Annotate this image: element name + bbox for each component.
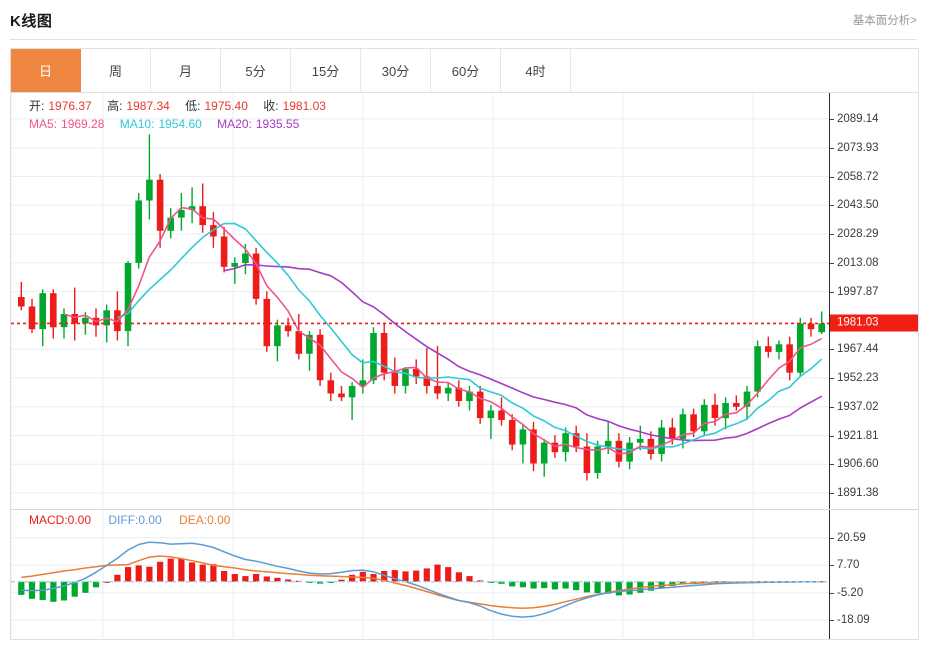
current-price-badge: 1981.03	[830, 314, 918, 332]
price-axis-tickmark	[830, 464, 834, 466]
tab-label: 月	[178, 64, 192, 79]
price-axis-tick: 2073.93	[837, 141, 879, 154]
page-title: K线图	[10, 12, 53, 30]
price-axis-tick: 2013.08	[837, 256, 879, 269]
diff-value: 0.00	[138, 513, 162, 527]
macd-value: 0.00	[67, 513, 92, 527]
price-axis-tick: 2058.72	[837, 170, 879, 183]
chart-panel: 日 周 月 5分 15分 30分 60分 4时 开: 1976.37 高: 1987.34 低: 1…	[10, 48, 919, 640]
tab-label: 5分	[245, 64, 266, 79]
tab-2[interactable]: 月	[151, 49, 221, 92]
macd-legend: MACD:0.00 DIFF:0.00 DEA:0.00	[29, 513, 230, 527]
price-axis-tickmark	[830, 118, 834, 120]
tab-label: 日	[38, 64, 52, 79]
macd-axis-tick: 7.70	[837, 559, 860, 572]
period-tabbar: 日 周 月 5分 15分 30分 60分 4时	[11, 49, 918, 93]
macd-axis-separator	[829, 510, 830, 639]
macd-axis-labels: 20.59 7.70 -5.20 -18.09	[830, 510, 918, 639]
price-candlestick-svg	[11, 93, 830, 509]
macd-axis-tickmark	[830, 620, 834, 622]
price-axis-separator	[829, 93, 830, 509]
macd-label: MACD:	[29, 513, 68, 527]
fundamental-analysis-link[interactable]: 基本面分析>	[852, 15, 917, 27]
tab-1[interactable]: 周	[81, 49, 151, 92]
price-axis-tickmark	[830, 435, 834, 437]
price-axis-tick: 2028.29	[837, 228, 879, 240]
tab-4[interactable]: 15分	[291, 49, 361, 92]
tabbar-filler	[571, 49, 918, 92]
price-axis-tick: 1937.02	[837, 400, 879, 413]
dea-label: DEA:	[179, 513, 208, 527]
price-axis-tick: 1921.81	[837, 429, 879, 442]
price-axis-tickmark	[830, 176, 834, 178]
tab-6[interactable]: 60分	[431, 49, 501, 92]
price-axis-tick: 1906.60	[837, 458, 879, 471]
tab-7[interactable]: 4时	[501, 49, 571, 92]
tab-label: 60分	[451, 64, 480, 79]
price-axis-tickmark	[830, 147, 834, 149]
tab-label: 30分	[381, 64, 410, 79]
dea-value: 0.00	[207, 513, 231, 527]
header-divider	[10, 39, 917, 40]
macd-axis-tickmark	[830, 537, 834, 539]
macd-axis-tickmark	[830, 565, 834, 567]
price-axis-labels: 2089.14 2073.93 2058.72 2043.50 2028.29 2013.…	[830, 93, 918, 509]
price-axis-tick: 1952.23	[837, 371, 879, 384]
price-axis-tick: 1967.44	[837, 343, 879, 356]
price-axis-tick: 1891.38	[837, 487, 879, 499]
tab-label: 周	[108, 64, 122, 79]
macd-axis-tick: -18.09	[837, 614, 870, 627]
price-axis-tickmark	[830, 205, 834, 207]
macd-axis-tick: 20.59	[837, 531, 866, 544]
tab-0[interactable]: 日	[11, 49, 81, 92]
price-axis-tick: 2043.50	[837, 199, 879, 212]
price-axis-tickmark	[830, 377, 834, 379]
tab-5[interactable]: 30分	[361, 49, 431, 92]
price-axis-tickmark	[830, 406, 834, 408]
price-axis-tickmark	[830, 493, 834, 494]
macd-axis-tickmark	[830, 592, 834, 594]
diff-label: DIFF:	[108, 513, 139, 527]
tab-label: 4时	[525, 64, 546, 79]
tab-label: 15分	[311, 64, 340, 79]
price-axis-tickmark	[830, 349, 834, 351]
price-axis-tickmark	[830, 291, 834, 293]
macd-svg	[11, 510, 830, 638]
price-axis-tickmark	[830, 262, 834, 264]
tab-3[interactable]: 5分	[221, 49, 291, 92]
price-axis-tick: 2089.14	[837, 112, 879, 125]
price-chart-area[interactable]: 开: 1976.37 高: 1987.34 低: 1975.40 收: 1981.03 …	[11, 93, 918, 510]
page-header: K线图 基本面分析>	[0, 0, 929, 40]
price-axis-tickmark	[830, 234, 834, 235]
macd-axis-tick: -5.20	[837, 586, 864, 599]
price-axis-tick: 1997.87	[837, 285, 879, 298]
macd-chart-area[interactable]: MACD:0.00 DIFF:0.00 DEA:0.00 20.59 7.70 -5…	[11, 510, 918, 639]
